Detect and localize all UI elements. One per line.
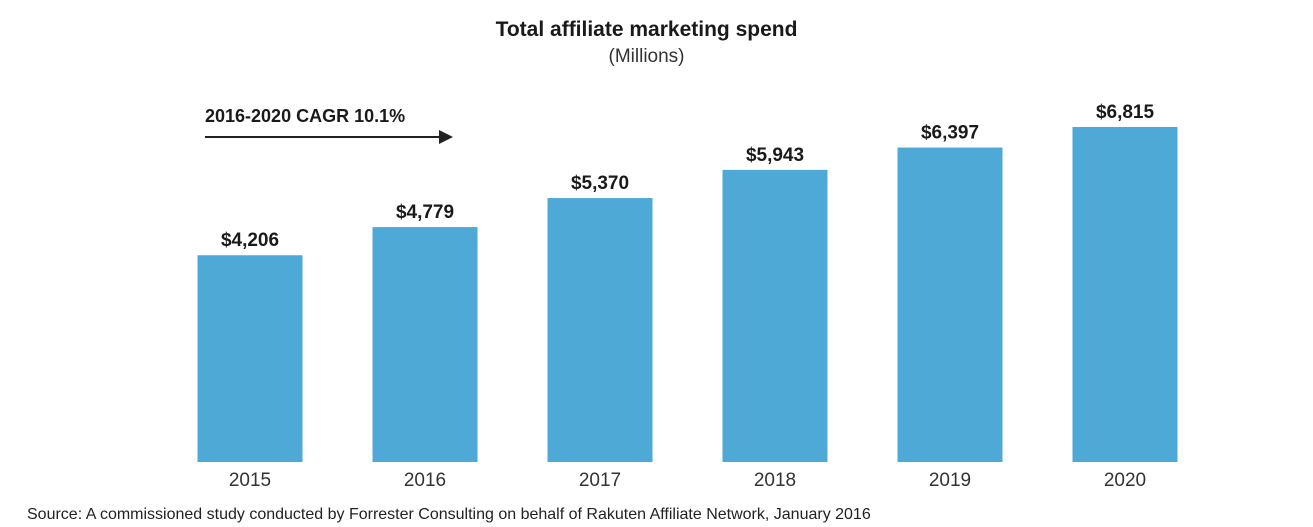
x-tick-label-2020: 2020 xyxy=(1104,470,1146,491)
bar-2019 xyxy=(897,147,1003,463)
bar-2015 xyxy=(197,255,303,462)
bar-2018 xyxy=(722,169,828,463)
chart-title: Total affiliate marketing spend xyxy=(495,18,798,41)
cagr-arrow xyxy=(205,130,453,144)
bar-2020 xyxy=(1072,127,1178,462)
value-label-2017: $5,370 xyxy=(571,173,629,194)
bar-2017 xyxy=(547,198,653,462)
value-label-2018: $5,943 xyxy=(746,145,804,166)
chart-subtitle: (Millions) xyxy=(608,46,685,67)
source-note: Source: A commissioned study conducted b… xyxy=(27,506,871,523)
value-label-2020: $6,815 xyxy=(1096,102,1155,123)
bar-2016 xyxy=(372,227,478,462)
value-label-2016: $4,779 xyxy=(396,202,454,223)
value-label-2015: $4,206 xyxy=(221,230,279,251)
x-tick-label-2015: 2015 xyxy=(229,470,271,491)
x-tick-label-2019: 2019 xyxy=(929,470,971,491)
value-label-2019: $6,397 xyxy=(921,123,979,144)
x-tick-label-2017: 2017 xyxy=(579,470,621,491)
cagr-annotation: 2016-2020 CAGR 10.1% xyxy=(205,106,406,126)
x-tick-label-2018: 2018 xyxy=(754,470,796,491)
x-tick-label-2016: 2016 xyxy=(404,470,446,491)
